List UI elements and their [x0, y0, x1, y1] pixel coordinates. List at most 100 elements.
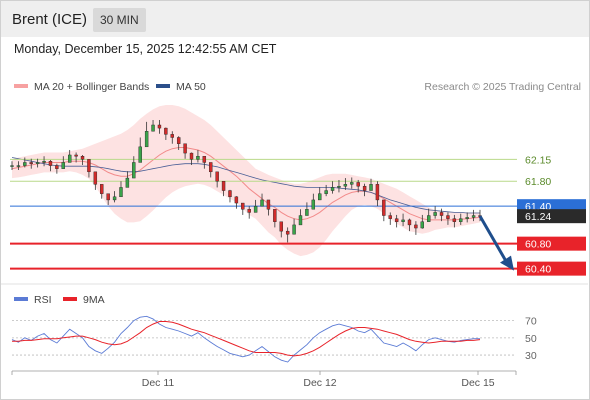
level-label-61.24: 61.24 [525, 211, 551, 223]
candle-body [446, 215, 450, 219]
candle-body [241, 202, 245, 210]
candle-body [93, 171, 98, 185]
candle-body [55, 165, 59, 169]
candle-body [305, 209, 309, 216]
candle-body [343, 184, 348, 187]
candle-body [330, 187, 335, 191]
timestamp: Monday, December 15, 2025 12:42:55 AM CE… [14, 42, 277, 56]
candle-body [350, 182, 354, 185]
rsi-tick-50: 50 [525, 333, 537, 345]
candle-body [202, 156, 207, 163]
candle-body [452, 218, 457, 222]
candle-body [439, 212, 444, 216]
bollinger-swatch [14, 84, 28, 89]
candle-body [183, 143, 187, 154]
candle-body [253, 205, 258, 213]
legend-item-9ma: 9MA [63, 294, 105, 306]
candle-body [388, 215, 392, 219]
candle-body [292, 224, 296, 235]
candle-body [138, 146, 142, 163]
candle-body [189, 152, 194, 160]
candle-body [35, 162, 40, 164]
candle-body [394, 218, 399, 222]
candle-body [112, 196, 117, 201]
candle-body [427, 215, 431, 222]
candle-body [144, 131, 149, 148]
candle-body [369, 184, 373, 191]
candle-body [337, 185, 341, 188]
candle-body [125, 177, 130, 188]
forecast-arrowhead [500, 255, 514, 271]
candle-body [176, 137, 181, 144]
forecast-arrow [478, 215, 510, 266]
candle-body [48, 161, 53, 166]
candle-body [273, 209, 277, 222]
level-label-60.80: 60.80 [525, 239, 551, 251]
legend-label-ma50: MA 50 [176, 81, 206, 93]
candle-body [87, 159, 91, 173]
candle-body [221, 180, 226, 191]
candle-body [311, 199, 316, 210]
level-label-60.40: 60.40 [525, 264, 551, 276]
candle-body [382, 199, 386, 216]
candle-body [106, 193, 110, 201]
candle-body [247, 209, 251, 213]
candle-body [324, 190, 328, 194]
candle-body [407, 219, 412, 226]
rsi-tick-30: 30 [525, 350, 537, 362]
candle-body [285, 230, 290, 235]
candle-body [356, 182, 360, 187]
legend-label-rsi: RSI [34, 294, 52, 306]
bollinger-band [12, 105, 480, 257]
candle-body [414, 224, 418, 229]
x-tick-label: Dec 12 [303, 377, 336, 389]
candle-body [10, 165, 14, 167]
candle-body [260, 199, 264, 207]
candle-body [298, 215, 303, 226]
candle-body [61, 162, 65, 169]
candle-body [170, 134, 174, 138]
timeframe-badge[interactable]: 30 MIN [93, 8, 146, 32]
rsi-line [11, 315, 480, 363]
candle-body [465, 217, 469, 219]
symbol-title: Brent (ICE) [12, 11, 88, 28]
candle-body [80, 156, 85, 160]
legend-item-bollinger: MA 20 + Bollinger Bands [14, 81, 149, 93]
candle-body [42, 161, 46, 163]
candle-body [16, 165, 21, 167]
candle-body [67, 154, 72, 163]
candle-body [151, 124, 155, 132]
candle-body [74, 154, 78, 157]
candle-body [209, 162, 213, 173]
rsi-tick-70: 70 [525, 316, 537, 328]
x-tick-label: Dec 11 [142, 377, 175, 389]
x-tick-label: Dec 15 [461, 377, 494, 389]
candle-body [29, 162, 33, 164]
candle-body [164, 127, 168, 135]
candle-body [157, 124, 162, 129]
candle-body [471, 215, 476, 218]
candle-body [459, 218, 463, 222]
candle-body [318, 193, 322, 201]
candle-body [362, 185, 367, 191]
candle-body [228, 190, 232, 198]
legend-item-ma50: MA 50 [156, 81, 206, 93]
level-label-62.15: 62.15 [525, 154, 551, 166]
candle-body [215, 171, 219, 182]
candle-body [119, 187, 123, 198]
rsi-swatch [14, 297, 28, 302]
rsi-ma-line [12, 321, 481, 357]
candle-body [420, 221, 425, 229]
level-box-60.80 [517, 236, 586, 251]
candle-body [401, 219, 405, 222]
research-credit: Research © 2025 Trading Central [424, 81, 581, 93]
level-label-61.80: 61.80 [525, 176, 551, 188]
candle-body [196, 156, 200, 160]
candle-body [266, 199, 271, 210]
candle-body [375, 184, 380, 201]
level-box-61.24 [517, 209, 586, 224]
header-bar: Brent (ICE) 30 MIN [1, 1, 589, 37]
candle-body [23, 162, 27, 166]
